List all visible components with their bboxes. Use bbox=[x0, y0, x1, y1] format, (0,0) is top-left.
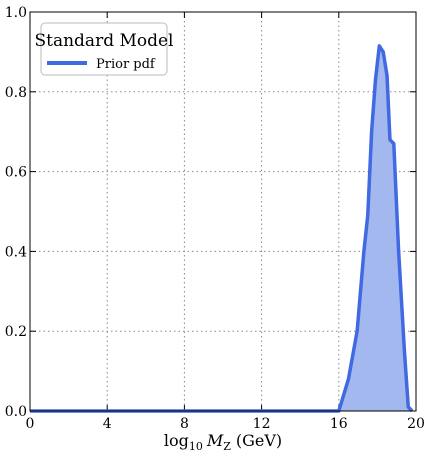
x-tick-label: 0 bbox=[26, 416, 35, 432]
x-axis-label-part: log bbox=[164, 431, 189, 450]
line bbox=[30, 44, 414, 413]
x-axis-label-part: 10 bbox=[189, 440, 203, 453]
y-tick-label: 0.0 bbox=[5, 404, 27, 420]
x-tick-label: 4 bbox=[103, 416, 112, 432]
x-tick-label: 16 bbox=[330, 416, 348, 432]
y-tick-label: 0.8 bbox=[5, 85, 27, 101]
x-axis-label-part: (GeV) bbox=[236, 431, 282, 450]
x-axis-label-part: Z bbox=[223, 440, 231, 453]
x-tick-label: 12 bbox=[253, 416, 271, 432]
legend-title: Standard Model bbox=[34, 31, 173, 51]
y-tick-label: 0.4 bbox=[5, 244, 27, 260]
legend: Standard Model Prior pdf bbox=[34, 22, 174, 76]
y-tick-label: 0.2 bbox=[5, 324, 27, 340]
x-tick-label: 8 bbox=[180, 416, 189, 432]
x-tick-label: 20 bbox=[407, 416, 425, 432]
y-tick-label: 0.6 bbox=[5, 165, 27, 181]
x-axis-label: log10 MZ (GeV) bbox=[164, 431, 282, 453]
y-tick-label: 1.0 bbox=[5, 5, 27, 21]
plot-frame bbox=[29, 11, 417, 412]
legend-label: Prior pdf bbox=[96, 57, 156, 72]
x-axis-label-part: M bbox=[206, 431, 224, 450]
area-fill bbox=[30, 45, 413, 411]
